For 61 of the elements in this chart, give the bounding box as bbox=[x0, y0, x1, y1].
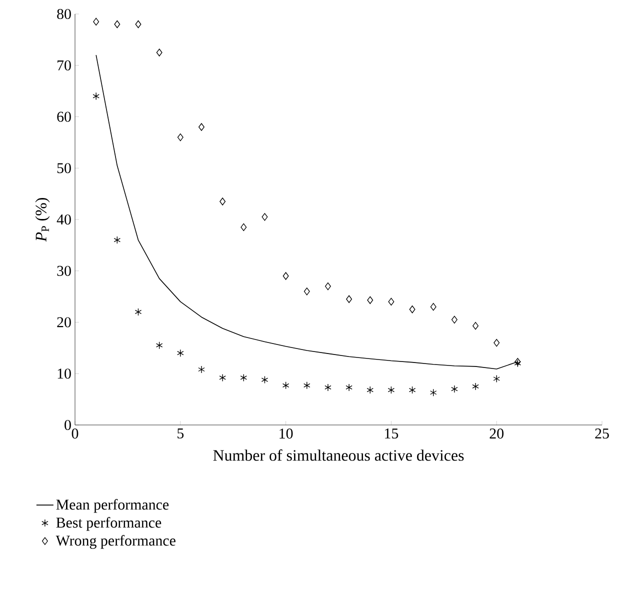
y-tick-label: 20 bbox=[57, 317, 71, 328]
point bbox=[494, 338, 500, 347]
y-axis-title: P$_{P}$ (%) bbox=[35, 198, 50, 242]
point bbox=[346, 384, 352, 392]
point bbox=[93, 18, 100, 26]
y-tick-label: 10 bbox=[58, 368, 71, 379]
y-tick-label: 80 bbox=[57, 8, 71, 20]
x-tick-label: 20 bbox=[490, 428, 504, 439]
point bbox=[134, 308, 142, 316]
point bbox=[240, 374, 248, 382]
x-tick-label: 0 bbox=[72, 428, 78, 439]
point bbox=[451, 385, 458, 393]
legend-label: Best performance bbox=[56, 517, 162, 531]
point bbox=[135, 20, 142, 28]
point bbox=[198, 123, 204, 131]
point bbox=[324, 384, 332, 392]
point bbox=[177, 349, 184, 357]
x-tick-label: 10 bbox=[280, 428, 293, 439]
legend-label: Wrong performance bbox=[56, 535, 176, 549]
x-tick-label: 25 bbox=[595, 428, 609, 439]
point bbox=[451, 316, 458, 324]
point bbox=[262, 213, 268, 221]
y-tick-label: 30 bbox=[57, 266, 71, 276]
y-tick-label: 50 bbox=[57, 163, 71, 174]
point bbox=[366, 386, 374, 394]
point bbox=[261, 376, 268, 384]
point bbox=[156, 342, 163, 350]
point bbox=[219, 374, 226, 382]
point bbox=[177, 133, 184, 142]
point bbox=[240, 223, 247, 232]
point bbox=[220, 198, 226, 206]
point bbox=[198, 366, 205, 374]
point bbox=[430, 302, 436, 311]
point bbox=[282, 272, 289, 280]
x-tick-label: 5 bbox=[178, 428, 184, 438]
point bbox=[304, 382, 310, 390]
point bbox=[114, 20, 120, 28]
x-tick-label: 15 bbox=[385, 428, 398, 439]
point bbox=[388, 298, 394, 306]
point bbox=[472, 382, 479, 390]
y-tick-label: 40 bbox=[56, 214, 71, 225]
point bbox=[156, 48, 162, 56]
point bbox=[346, 295, 352, 303]
point bbox=[304, 288, 310, 296]
point bbox=[493, 374, 500, 383]
x-axis-title: Number of simultaneous active devices bbox=[213, 449, 464, 461]
point bbox=[408, 386, 416, 394]
legend-label: Mean performance bbox=[56, 499, 169, 513]
line-series bbox=[96, 54, 518, 370]
point bbox=[367, 296, 374, 304]
point bbox=[282, 382, 290, 390]
y-tick-label: 60 bbox=[57, 112, 71, 122]
point bbox=[92, 92, 100, 100]
y-tick-label: 70 bbox=[58, 60, 71, 70]
y-tick-label: 0 bbox=[64, 420, 71, 430]
point bbox=[114, 236, 121, 244]
point bbox=[472, 322, 478, 330]
point bbox=[388, 386, 395, 394]
point bbox=[324, 282, 331, 290]
point bbox=[409, 306, 416, 314]
point bbox=[430, 388, 437, 396]
